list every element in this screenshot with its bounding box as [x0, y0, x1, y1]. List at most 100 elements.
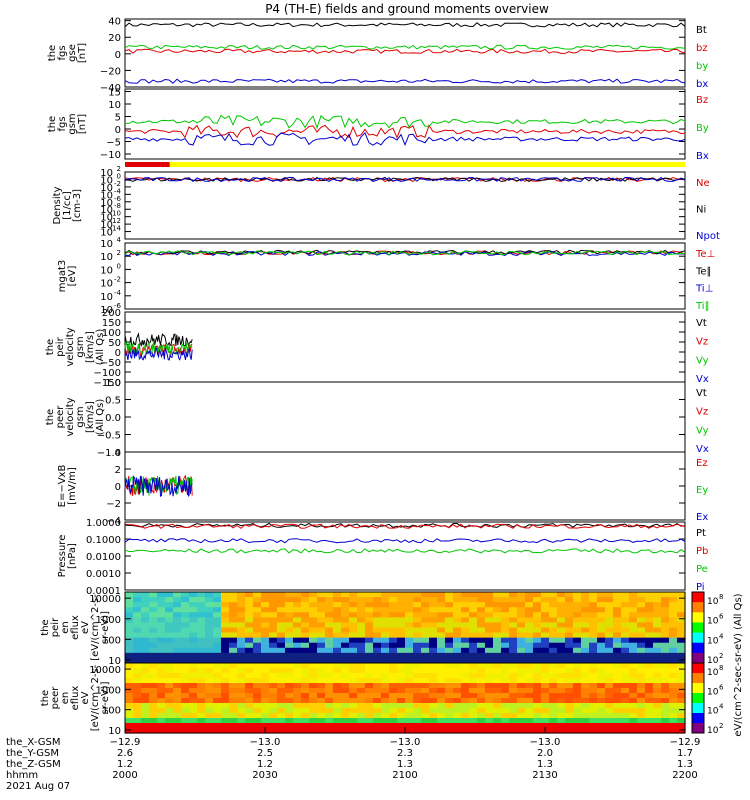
ytick-label: 10 — [100, 205, 113, 216]
plot-title: P4 (TH-E) fields and ground moments over… — [265, 2, 549, 16]
ytick-label: −2 — [106, 499, 121, 510]
axis-label: the — [45, 409, 56, 425]
panel-frame-temp — [124, 242, 686, 310]
ytick-label: 10 — [100, 213, 113, 224]
ytick-label: 10 — [100, 183, 113, 194]
axis-label: the — [40, 690, 51, 706]
colorbar-tick: 10 — [707, 707, 719, 717]
colorbar-segment — [692, 673, 704, 684]
panel-frame-efield — [124, 451, 686, 521]
colorbar-tick: 10 — [707, 597, 719, 607]
ytick-label: −150 — [94, 378, 121, 389]
axis-label: [1/cc] — [62, 191, 73, 220]
ytick-label: 100 — [102, 635, 121, 646]
ytick-label: 4 — [115, 448, 121, 459]
ytick-exponent: -6 — [114, 195, 122, 203]
colorbar-tick: 10 — [707, 668, 719, 678]
axis-label: gsm — [75, 336, 86, 357]
ytick-exponent: 0 — [117, 172, 121, 180]
ytick-label: 1.0000 — [86, 518, 121, 529]
axis-label: the — [47, 116, 58, 132]
ytick-exponent: -10 — [110, 210, 121, 218]
axis-label: gse — [67, 44, 78, 62]
colorbar-segment — [692, 652, 704, 664]
ytick-label: 0 — [115, 50, 121, 61]
axis-label: eV — [80, 621, 91, 634]
colorbar-segment — [692, 693, 704, 704]
colorbar-tick: 10 — [707, 617, 719, 627]
ytick-label: 0.0100 — [86, 552, 121, 563]
xtick-y-gsm: 2.0 — [537, 748, 553, 759]
ytick-label: −20 — [100, 66, 121, 77]
ytick-label: 0.5 — [105, 396, 121, 407]
ytick-label: 10 — [100, 228, 113, 239]
series-line-Vx — [124, 347, 193, 361]
xaxis-row-label: the_X-GSM — [6, 737, 60, 748]
xtick-y-gsm: 2.5 — [257, 748, 273, 759]
series-line-Vt — [124, 332, 193, 348]
ytick-label: 15 — [108, 88, 121, 99]
colorbar-tick: 10 — [707, 656, 719, 666]
axis-label: mgat3 — [57, 260, 68, 293]
ytick-label: 10 — [100, 220, 113, 231]
xtick-x-gsm: −12.9 — [110, 737, 141, 748]
legend-By: By — [696, 123, 709, 134]
ytick-label: 0.0010 — [86, 569, 121, 580]
axis-label: [km/s] — [85, 401, 96, 433]
xtick-time: 2000 — [112, 770, 137, 781]
axis-label: (All Qs) — [95, 399, 106, 436]
ytick-label: −5 — [106, 138, 121, 149]
ytick-exponent: 4 — [117, 236, 122, 244]
colorbar-segment — [692, 642, 704, 654]
axis-label: en — [60, 621, 71, 634]
ytick-exponent: -2 — [114, 180, 121, 188]
colorbar-tick: 10 — [707, 726, 719, 736]
ytick-label: 10 — [100, 239, 113, 250]
series-line-Ex — [124, 475, 193, 498]
axis-label: the — [40, 619, 51, 635]
series-line-By — [124, 114, 686, 130]
xtick-x-gsm: −13.0 — [390, 737, 421, 748]
legend-Npot: Npot — [696, 231, 720, 242]
spectrogram-peer-eflux — [125, 663, 686, 734]
colorbar-segment — [692, 663, 704, 674]
legend-Pi: Pi — [696, 582, 705, 593]
panel-frame-pressure — [124, 521, 686, 591]
series-line-Bz — [124, 124, 686, 139]
ytick-label: 0 — [115, 482, 121, 493]
colorbar-title: eV/(cm^2-sec-sr-eV) (All Qs) — [733, 593, 744, 736]
colorbar-segment — [692, 723, 704, 734]
axis-label: fgs — [57, 116, 68, 131]
colorbar-tick: 10 — [707, 636, 719, 646]
axis-label: [km/s] — [85, 331, 96, 363]
ytick-exponent: -6 — [114, 302, 122, 310]
ytick-label: −100 — [94, 368, 121, 379]
axis-label: peir — [50, 617, 61, 637]
axis-label: gsm — [67, 113, 78, 134]
ytick-label: 10000 — [89, 594, 121, 605]
ytick-label: 0.1000 — [86, 535, 121, 546]
mode-bar-segment — [125, 162, 170, 167]
ytick-exponent: 2 — [117, 249, 121, 257]
spectrogram-peir-eflux — [125, 592, 686, 664]
ytick-label: 5 — [115, 113, 121, 124]
axis-label: Pressure — [57, 535, 68, 578]
axis-label: velocity — [65, 397, 76, 436]
axis-label: [nPa] — [67, 543, 78, 569]
ytick-label: 0 — [115, 125, 121, 136]
ytick-exponent: 2 — [117, 165, 121, 173]
xaxis-row-label: hhmm — [6, 770, 38, 781]
axis-label: peer — [50, 686, 61, 710]
axis-label: eflux — [70, 686, 81, 711]
legend-Vz: Vz — [696, 337, 708, 348]
ytick-label: 10 — [100, 292, 113, 303]
xtick-x-gsm: −12.9 — [670, 737, 701, 748]
series-line-Pe — [124, 548, 686, 554]
colorbar-exp: 6 — [719, 613, 724, 621]
axis-label: [eV] — [67, 266, 78, 287]
legend-Vz: Vz — [696, 407, 708, 418]
series-line-Pt — [124, 522, 686, 528]
legend-Vt: Vt — [696, 318, 707, 329]
legend-Te∥: Te∥ — [695, 266, 712, 277]
